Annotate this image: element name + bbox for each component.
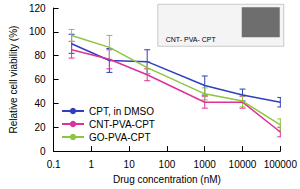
svg-text:120: 120 [29,3,46,14]
svg-text:100: 100 [29,26,46,37]
svg-text:CNT-PVA-CPT: CNT-PVA-CPT [89,119,155,130]
svg-text:60: 60 [34,74,46,85]
svg-text:100000: 100000 [264,159,298,170]
svg-text:Relative cell viability (%): Relative cell viability (%) [8,26,19,134]
svg-text:20: 20 [34,122,46,133]
svg-text:CNT- PVA- CPT: CNT- PVA- CPT [166,36,217,43]
svg-text:1: 1 [89,159,95,170]
svg-text:CPT, in DMSO: CPT, in DMSO [89,106,154,117]
svg-text:Drug concentration (nM): Drug concentration (nM) [113,174,221,185]
svg-text:0: 0 [40,146,46,157]
svg-text:40: 40 [34,98,46,109]
svg-text:10: 10 [124,159,136,170]
svg-text:0.1: 0.1 [47,159,61,170]
svg-text:1000: 1000 [194,159,217,170]
svg-text:10000: 10000 [229,159,257,170]
svg-text:GO-PVA-CPT: GO-PVA-CPT [89,132,150,143]
svg-text:100: 100 [159,159,176,170]
svg-text:80: 80 [34,50,46,61]
